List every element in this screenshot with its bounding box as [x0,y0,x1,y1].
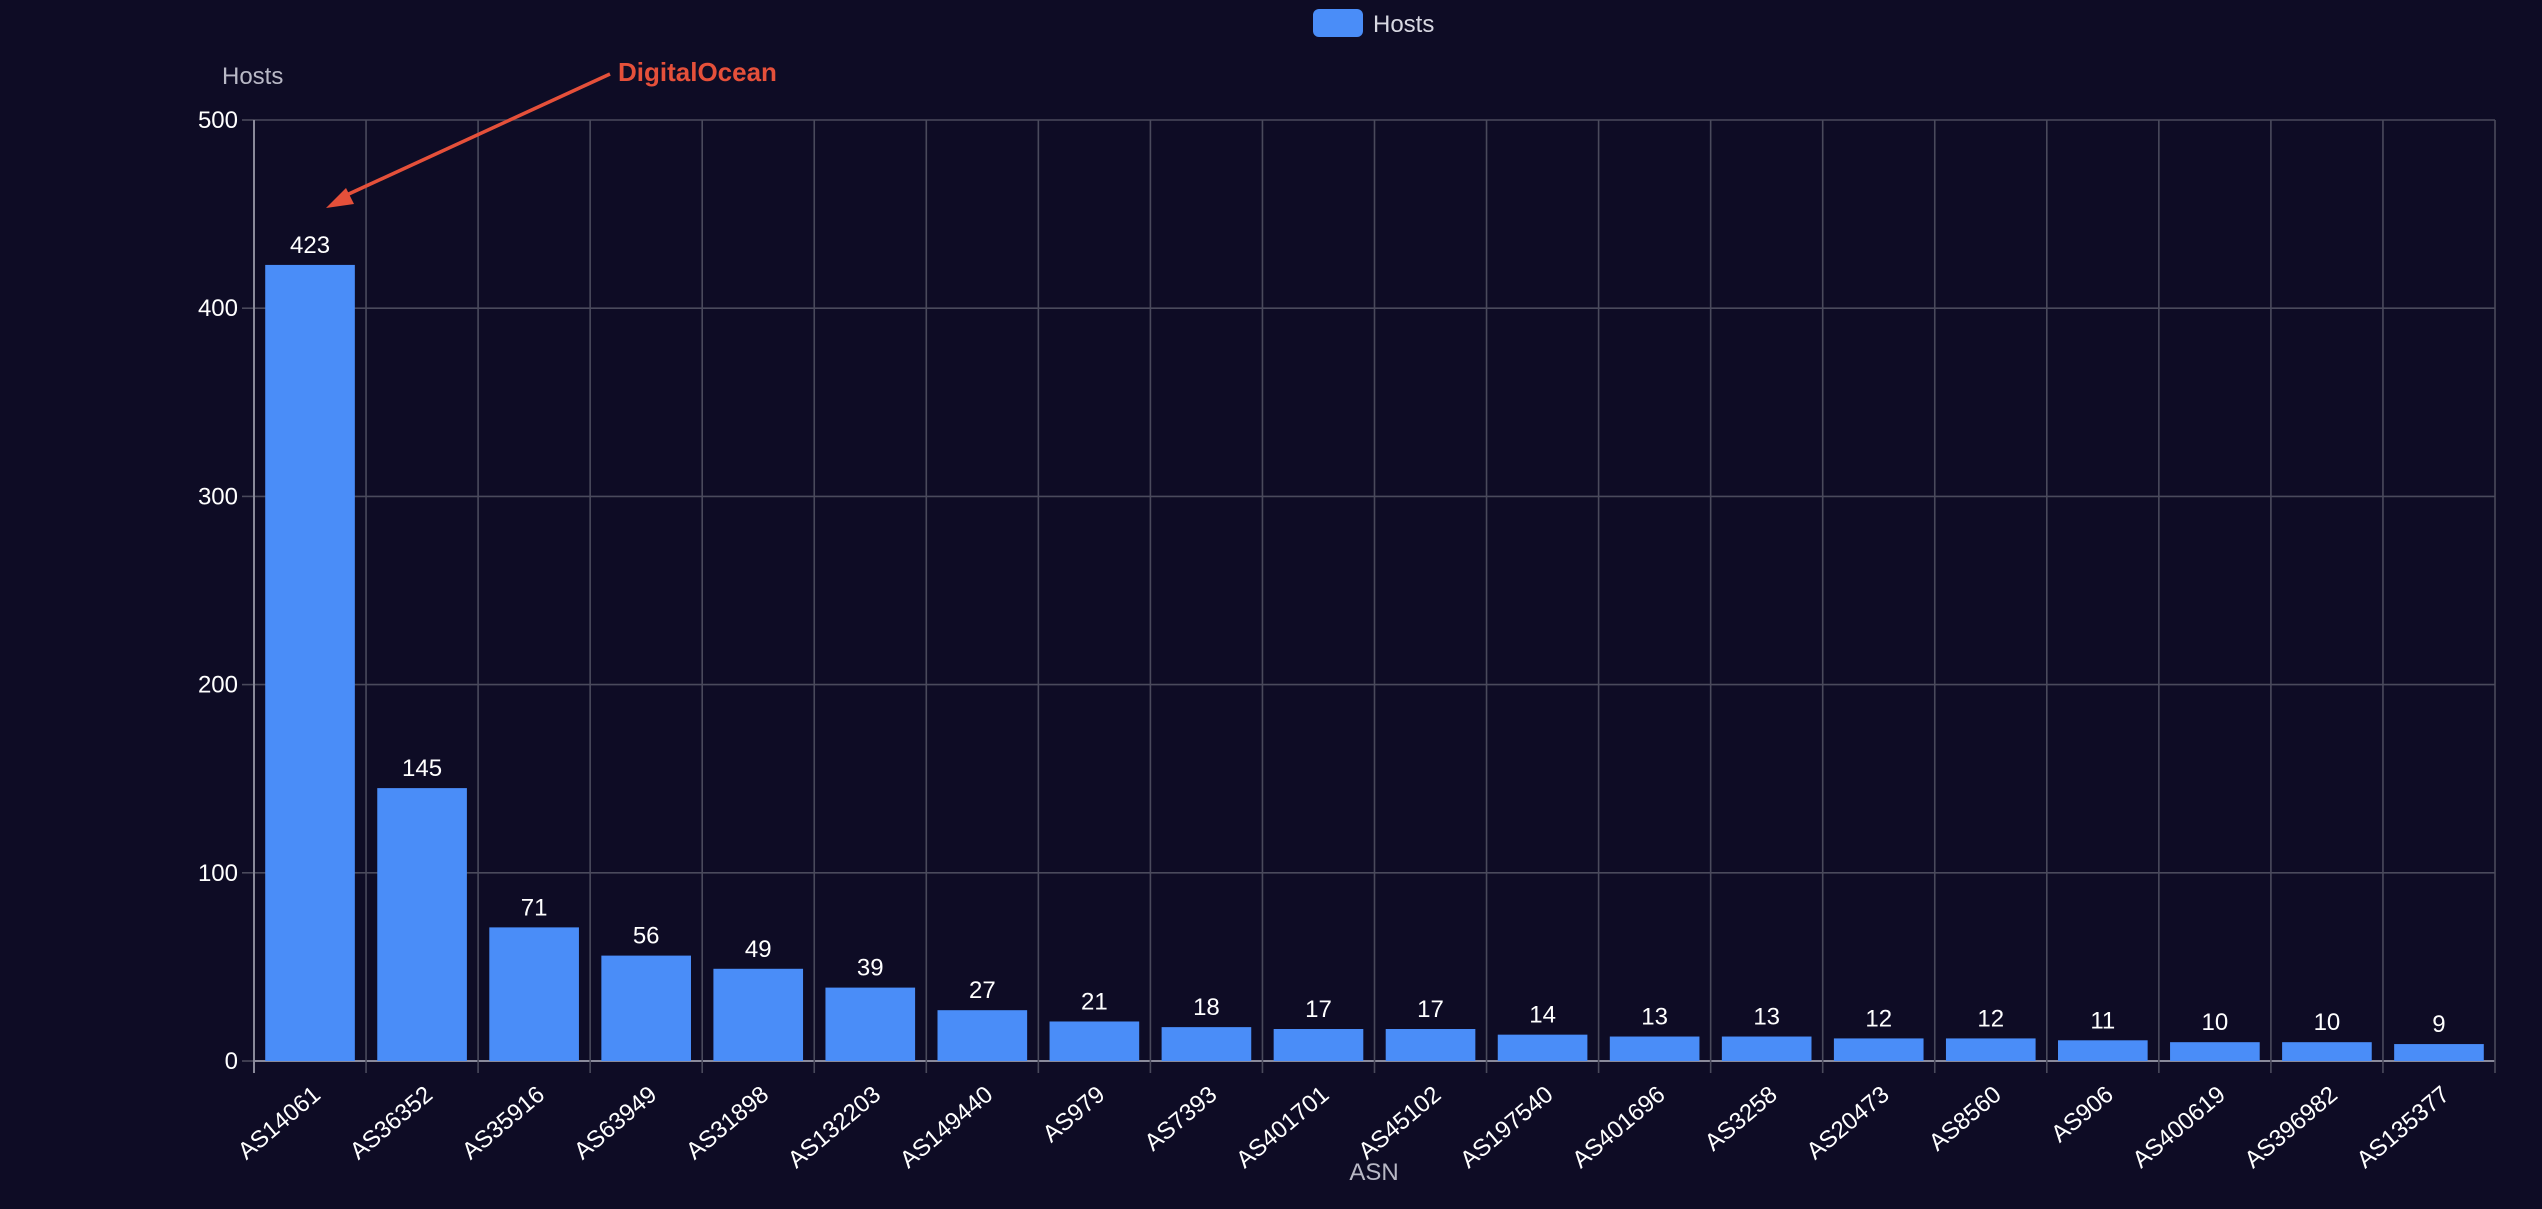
x-tick-label-AS14061: AS14061 [233,1081,326,1165]
data-label-AS7393: 18 [1193,994,1220,1021]
x-tick-label-AS36352: AS36352 [345,1081,438,1165]
x-tick-label-AS3258: AS3258 [1700,1081,1783,1157]
bar-AS3258[interactable] [1721,1036,1812,1061]
x-tick-label-AS7393: AS7393 [1140,1081,1223,1157]
x-tick-label-AS401701: AS401701 [1231,1081,1334,1174]
x-tick-label-AS906: AS906 [2046,1081,2119,1148]
bar-AS149440[interactable] [937,1010,1028,1061]
y-axis-title: Hosts [222,63,283,90]
data-label-AS45102: 17 [1417,996,1444,1023]
y-tick-label: 300 [198,483,238,510]
y-tick-label: 500 [198,107,238,134]
data-label-AS132203: 39 [857,955,884,982]
data-label-AS8560: 12 [1977,1005,2004,1032]
x-tick-label-AS63949: AS63949 [569,1081,662,1165]
bar-AS401701[interactable] [1273,1029,1364,1061]
bar-AS401696[interactable] [1609,1036,1700,1061]
x-tick-label-AS401696: AS401696 [1567,1081,1670,1174]
data-labels: 423 145 71 56 49 39 27 21 18 17 17 14 13 13 12 12 11 10 10… [290,232,2446,1038]
legend-swatch[interactable] [1313,9,1363,37]
legend[interactable]: Hosts [1313,9,1434,38]
x-tick-label-AS197540: AS197540 [1455,1081,1558,1174]
bar-AS396982[interactable] [2282,1042,2372,1061]
data-label-AS979: 21 [1081,988,1108,1015]
bar-AS45102[interactable] [1385,1029,1476,1061]
bar-AS197540[interactable] [1497,1034,1588,1061]
x-tick-label-AS8560: AS8560 [1924,1081,2007,1157]
bar-AS14061[interactable] [265,264,355,1061]
data-label-AS396982: 10 [2314,1009,2341,1036]
y-tick-label: 0 [225,1048,238,1075]
data-label-AS906: 11 [2090,1007,2115,1034]
bar-AS63949[interactable] [601,955,691,1061]
bar-AS35916[interactable] [489,927,579,1061]
x-tick-label-AS35916: AS35916 [457,1081,550,1165]
bar-AS400619[interactable] [2170,1042,2260,1061]
bar-AS20473[interactable] [1833,1038,1924,1061]
x-tick-label-AS135377: AS135377 [2352,1081,2455,1174]
data-label-AS135377: 9 [2432,1011,2445,1038]
x-tick-label-AS149440: AS149440 [895,1081,998,1174]
legend-label[interactable]: Hosts [1373,11,1434,38]
data-label-AS63949: 56 [633,923,660,950]
x-tick-label-AS20473: AS20473 [1802,1081,1895,1165]
annotation-text: DigitalOcean [618,57,777,87]
grid [242,119,2496,1073]
x-axis-ticks: AS14061 AS36352 AS35916 AS63949 AS31898 AS132… [233,1081,2455,1174]
data-label-AS197540: 14 [1529,1002,1556,1029]
data-label-AS401696: 13 [1641,1004,1668,1031]
y-tick-label: 100 [198,860,238,887]
y-tick-label: 400 [198,295,238,322]
data-label-AS35916: 71 [521,894,548,921]
data-label-AS3258: 13 [1753,1004,1780,1031]
bar-AS8560[interactable] [1945,1038,2036,1061]
annotation-arrow-head [326,188,354,208]
bar-AS31898[interactable] [713,968,804,1061]
annotation-digitalocean: DigitalOcean [326,57,777,208]
bar-AS36352[interactable] [377,788,467,1061]
bar-AS7393[interactable] [1161,1027,1252,1061]
annotation-arrow-line [339,72,611,200]
data-label-AS14061: 423 [290,232,330,259]
x-axis-title: ASN [1349,1159,1398,1186]
x-tick-label-AS400619: AS400619 [2127,1081,2230,1174]
x-tick-label-AS45102: AS45102 [1353,1081,1446,1165]
data-label-AS36352: 145 [402,755,442,782]
data-label-AS20473: 12 [1865,1005,1892,1032]
x-tick-label-AS31898: AS31898 [681,1081,774,1165]
x-tick-label-AS132203: AS132203 [783,1081,886,1174]
y-axis-ticks: 0 100 200 300 400 500 [198,107,238,1075]
x-tick-label-AS396982: AS396982 [2240,1081,2343,1174]
x-tick-label-AS979: AS979 [1038,1081,1111,1148]
data-label-AS400619: 10 [2202,1009,2229,1036]
data-label-AS149440: 27 [969,977,996,1004]
bar-AS132203[interactable] [825,987,916,1061]
data-label-AS401701: 17 [1305,996,1332,1023]
bar-AS135377[interactable] [2394,1044,2484,1061]
bar-AS979[interactable] [1049,1021,1140,1061]
bars [265,264,2484,1061]
data-label-AS31898: 49 [745,936,772,963]
bar-AS906[interactable] [2058,1040,2148,1061]
y-tick-label: 200 [198,672,238,699]
